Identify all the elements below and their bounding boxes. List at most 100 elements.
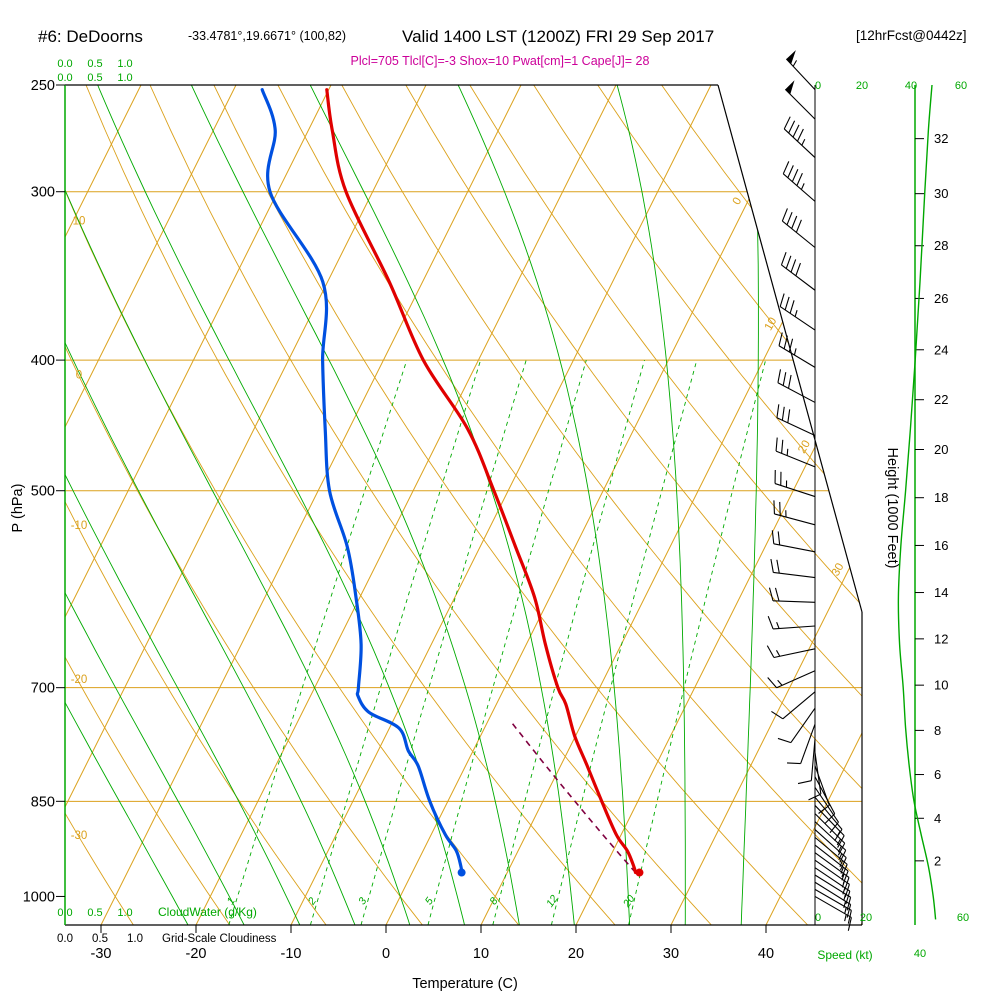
wind-barb [777,369,816,403]
svg-text:0: 0 [76,370,82,382]
isobar-lines [65,191,862,802]
dewpoint-curve [260,88,464,875]
svg-text:1.0: 1.0 [117,907,132,919]
svg-text:1000: 1000 [23,889,55,905]
svg-text:40: 40 [905,80,917,92]
svg-text:1.0: 1.0 [117,72,132,84]
surface-temperature-dot [635,868,644,877]
svg-text:400: 400 [31,353,55,369]
svg-text:20: 20 [860,912,872,924]
svg-text:30: 30 [934,186,948,201]
station-title: #6: DeDoorns [38,27,143,46]
svg-text:8: 8 [934,723,941,738]
svg-text:-30: -30 [71,830,88,842]
svg-text:0.5: 0.5 [87,907,102,919]
svg-text:20: 20 [934,442,948,457]
svg-text:2: 2 [934,853,941,868]
svg-text:0: 0 [382,946,390,962]
height-axis-title: Height (1000 Feet) [884,448,900,569]
svg-text:250: 250 [31,78,55,94]
wind-barb [814,787,839,834]
svg-text:0: 0 [815,912,821,924]
svg-text:0.0: 0.0 [57,907,72,919]
wind-barb [767,616,816,630]
wind-barb [814,821,847,863]
wind-barb [814,836,848,878]
wind-barb [814,829,847,871]
wind-barb [814,813,846,856]
svg-text:22: 22 [934,392,948,407]
svg-text:0.0: 0.0 [57,58,72,70]
wind-barb [814,881,852,918]
wind-barb-column [766,50,852,931]
pressure-axis: 250 300 400 500 700 850 1000 [23,78,65,905]
svg-text:-20: -20 [186,946,207,962]
temperature-curve [325,88,638,875]
svg-text:-30: -30 [91,946,112,962]
svg-text:-20: -20 [71,674,88,686]
wind-barb [771,530,816,553]
surface-dewpoint-dot [457,868,466,877]
svg-text:0.5: 0.5 [92,933,108,945]
svg-text:40: 40 [914,948,926,960]
svg-text:20: 20 [856,80,868,92]
wind-barb [787,723,816,765]
svg-text:700: 700 [31,681,55,697]
speed-profile [897,84,937,920]
isotherm-lines [65,85,862,925]
moist-adiabat-lines [65,85,759,925]
wind-barb [808,752,822,801]
cloudiness-label: Grid-Scale Cloudiness [162,933,277,945]
sounding-profiles [260,88,638,875]
wind-barb [784,80,816,120]
valid-time: Valid 1400 LST (1200Z) FRI 29 Sep 2017 [402,27,714,46]
svg-text:60: 60 [957,912,969,924]
svg-text:10: 10 [473,946,489,962]
plot-frame [64,84,863,926]
svg-text:30: 30 [663,946,679,962]
svg-text:10: 10 [763,316,780,333]
wind-barb [771,691,816,720]
wind-barb [785,50,816,91]
svg-text:12: 12 [544,893,561,910]
wind-barb [814,776,836,824]
wind-barb [814,888,852,924]
svg-text:24: 24 [934,342,948,357]
svg-text:0.0: 0.0 [57,72,72,84]
wind-barb [783,116,816,158]
wind-barb [779,293,816,331]
svg-text:26: 26 [934,291,948,306]
wind-barb [778,332,816,368]
svg-text:20: 20 [568,946,584,962]
svg-text:-10: -10 [71,520,88,532]
svg-text:300: 300 [31,185,55,201]
wind-barb [770,558,816,579]
wind-barb [781,208,816,248]
speed-scale: 0 20 40 60 0 20 40 60 [815,80,969,960]
svg-text:-10: -10 [281,946,302,962]
speed-profile-curve [897,84,937,920]
svg-text:0.0: 0.0 [57,933,73,945]
x-axis-title: Temperature (C) [412,976,518,992]
wind-barb [773,500,816,526]
wind-barb [814,895,852,931]
svg-text:850: 850 [31,794,55,810]
svg-text:14: 14 [934,585,948,600]
svg-text:0: 0 [815,80,821,92]
svg-text:10: 10 [934,678,948,693]
svg-text:32: 32 [934,131,948,146]
wind-barb [814,874,852,911]
svg-text:1.0: 1.0 [127,933,143,945]
forecast-tag: [12hrFcst@0442z] [856,28,967,43]
wind-barb [774,469,816,498]
wind-barb [777,707,816,744]
wind-barb [797,738,816,785]
temperature-axis: -30 -20 -10 0 10 20 30 40 [91,925,774,962]
stability-params: Plcl=705 Tlcl[C]=-3 Shox=10 Pwat[cm]=1 C… [351,54,650,68]
station-coords: -33.4781°,19.6671° (100,82) [188,29,346,43]
speed-axis-title: Speed (kt) [817,948,872,962]
svg-text:28: 28 [934,238,948,253]
svg-text:40: 40 [758,946,774,962]
